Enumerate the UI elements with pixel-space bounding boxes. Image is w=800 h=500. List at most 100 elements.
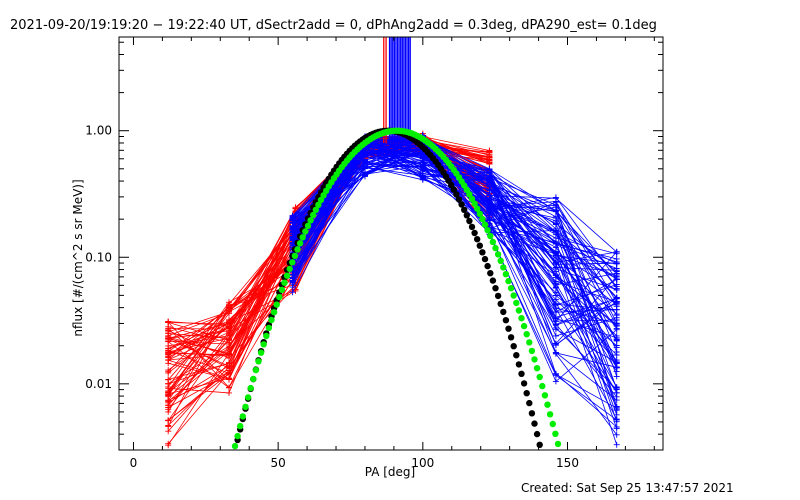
blue-series-point: [552, 280, 559, 287]
green-fit-dot: [505, 277, 512, 285]
green-fit-dot: [296, 240, 304, 247]
green-fit-dot: [278, 286, 286, 293]
blue-series-point: [613, 424, 620, 430]
green-fit-dot: [234, 432, 241, 440]
black-fit-dot: [497, 300, 504, 307]
blue-series-point: [552, 292, 559, 299]
red-series-point: [165, 318, 172, 325]
red-series-point: [165, 326, 172, 333]
red-series-point: [226, 375, 232, 382]
blue-series: [289, 132, 620, 448]
green-fit-dot: [554, 440, 562, 448]
blue-series-point: [552, 264, 559, 271]
green-fit-dot: [492, 244, 499, 252]
blue-series-line: [292, 150, 617, 409]
blue-series-point: [552, 378, 559, 385]
green-fit-dot: [283, 272, 291, 279]
green-fit-dot: [268, 316, 275, 324]
blue-series-point: [552, 213, 559, 220]
green-fit-dot: [304, 222, 312, 229]
green-fit-dot: [500, 264, 507, 271]
green-fit-dot: [489, 238, 497, 246]
red-series-point: [226, 317, 232, 324]
red-series-point: [165, 402, 172, 409]
green-fit-dot: [263, 332, 270, 340]
red-series-point: [226, 303, 232, 310]
blue-series-point: [613, 441, 620, 448]
blue-series-point: [613, 337, 620, 344]
chart-title: 2021-09-20/19:19:20 − 19:22:40 UT, dSect…: [10, 18, 657, 33]
black-fit-dot: [476, 242, 483, 249]
black-fit-dot: [510, 343, 517, 350]
blue-series-point: [419, 162, 426, 169]
green-fit-dot: [239, 413, 246, 420]
blue-series-point: [289, 284, 296, 291]
red-series-point: [226, 389, 232, 396]
green-fit-dot: [544, 401, 551, 408]
blue-series-point: [613, 384, 620, 390]
black-fit-dot: [458, 201, 465, 208]
y-tick-label: 0.10: [85, 250, 112, 264]
green-fit-dot: [484, 227, 491, 234]
blue-series-point: [289, 289, 296, 296]
blue-series-point: [289, 213, 296, 220]
green-fit-dot: [312, 206, 319, 213]
green-fit-dot: [494, 251, 502, 258]
red-series-point: [226, 384, 232, 391]
blue-series-line: [292, 143, 617, 265]
plot-frame: [118, 36, 664, 451]
blue-series-point: [552, 322, 559, 329]
green-fit-dot: [497, 257, 504, 264]
blue-series-point: [613, 416, 620, 423]
x-tick-label: 0: [130, 456, 138, 470]
green-fit-dot: [479, 215, 486, 223]
red-series-point: [226, 359, 232, 366]
green-fit: [231, 127, 562, 450]
black-fit-dot: [466, 217, 473, 225]
black-fit-dot: [505, 325, 512, 332]
series-layer: [165, 37, 620, 449]
green-fit-dot: [237, 422, 244, 430]
blue-series-point: [552, 194, 559, 201]
fit-layer: [231, 127, 562, 450]
green-fit-dot: [510, 292, 517, 299]
blue-series-point: [613, 321, 620, 328]
green-fit-dot: [302, 228, 309, 235]
green-fit-dot: [299, 234, 306, 241]
red-series-point: [165, 440, 172, 447]
black-fit-dot: [474, 236, 481, 243]
black-fit-dot: [513, 352, 520, 359]
y-tick-label: 1.00: [85, 124, 112, 138]
black-fit-dot: [520, 380, 528, 387]
blue-series-point: [552, 240, 559, 247]
y-tick-label: 0.01: [85, 377, 112, 391]
green-fit-dot: [526, 339, 533, 346]
blue-series-point: [613, 431, 620, 438]
black-fit-dot: [455, 196, 463, 203]
black-fit-dot: [489, 277, 497, 284]
green-fit-dot: [474, 205, 481, 212]
green-fit-dot: [307, 217, 314, 224]
green-fit-dot: [247, 384, 254, 392]
red-series-point: [165, 369, 172, 376]
green-fit-dot: [244, 394, 252, 401]
green-fit-dot: [546, 411, 554, 418]
black-fit-dot: [463, 212, 470, 219]
y-axis-label: nflux [#/(cm^2 s sr MeV)]: [71, 179, 85, 336]
black-fit-dot: [502, 317, 510, 324]
green-fit-dot: [317, 196, 325, 204]
red-series-point: [165, 428, 172, 435]
green-fit-dot: [507, 285, 515, 292]
green-fit-dot: [265, 324, 273, 332]
black-fit-dot: [515, 361, 523, 368]
green-fit-dot: [471, 200, 478, 207]
green-fit-dot: [276, 293, 283, 301]
green-fit-dot: [528, 347, 536, 355]
green-fit-dot: [549, 420, 556, 428]
green-fit-dot: [315, 201, 322, 208]
black-fit-dot: [523, 390, 530, 397]
green-fit-dot: [541, 392, 549, 399]
red-series-point: [165, 390, 172, 397]
green-fit-dot: [523, 331, 530, 338]
blue-series-line: [292, 135, 618, 388]
